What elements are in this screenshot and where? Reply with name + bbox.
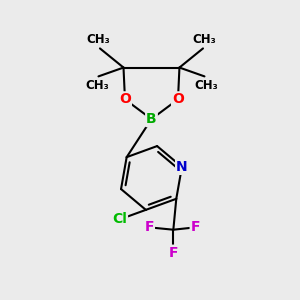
Text: F: F — [144, 220, 154, 234]
Text: B: B — [146, 112, 157, 126]
Text: CH₃: CH₃ — [85, 79, 109, 92]
Text: O: O — [172, 92, 184, 106]
Text: N: N — [176, 160, 188, 174]
Text: F: F — [191, 220, 200, 234]
Text: O: O — [119, 92, 131, 106]
Text: Cl: Cl — [112, 212, 127, 226]
Text: CH₃: CH₃ — [193, 33, 216, 46]
Text: CH₃: CH₃ — [194, 79, 218, 92]
Text: CH₃: CH₃ — [87, 33, 110, 46]
Text: F: F — [169, 246, 178, 260]
